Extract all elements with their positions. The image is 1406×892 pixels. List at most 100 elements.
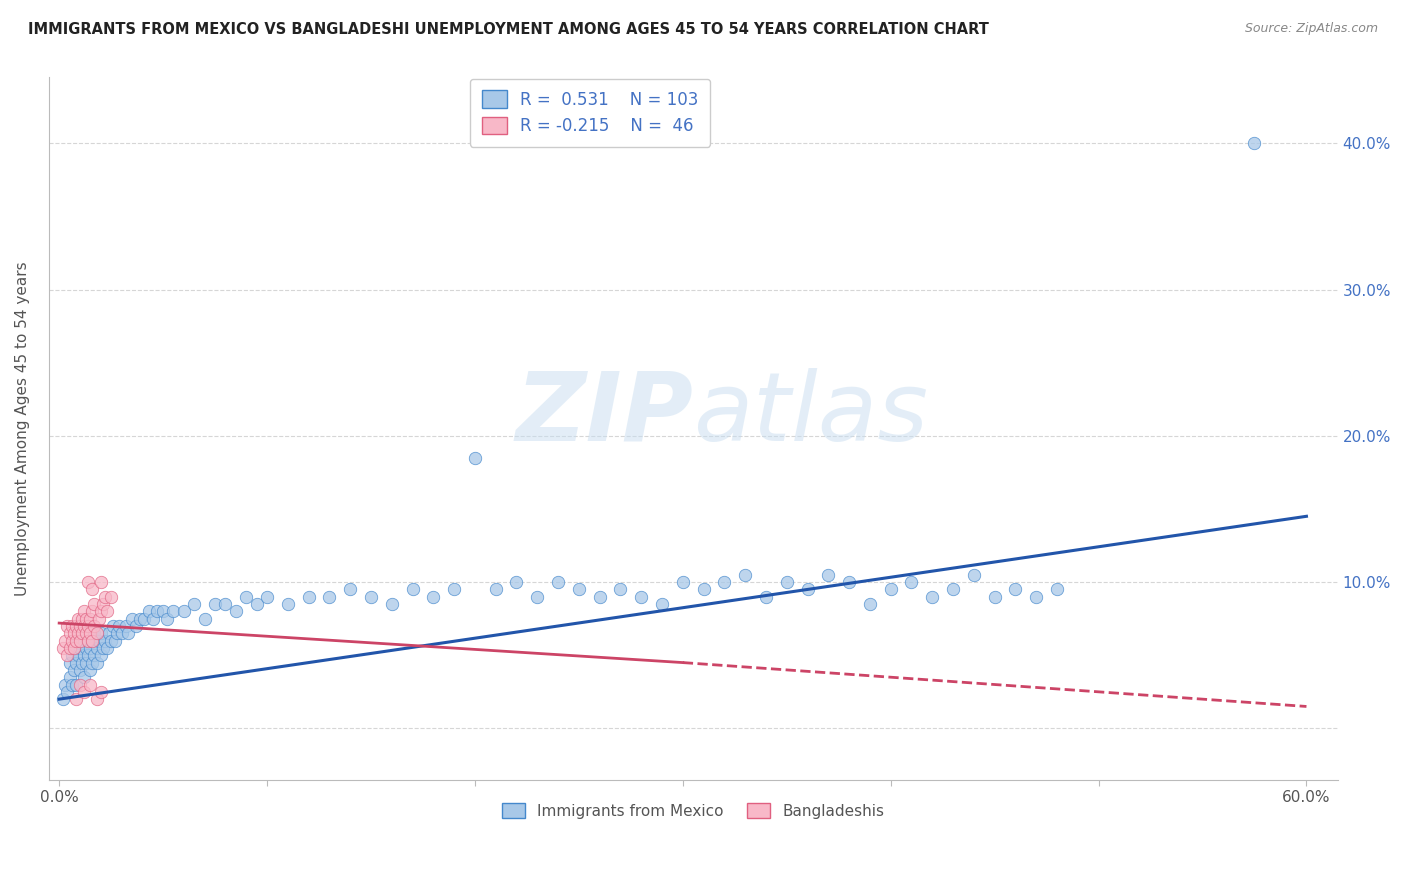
Point — [70, 656, 93, 670]
Y-axis label: Unemployment Among Ages 45 to 54 years: Unemployment Among Ages 45 to 54 years — [15, 261, 30, 596]
Point — [60, 648, 83, 663]
Point — [83, 626, 105, 640]
Point — [65, 633, 87, 648]
Text: IMMIGRANTS FROM MEXICO VS BANGLADESHI UNEMPLOYMENT AMONG AGES 45 TO 54 YEARS COR: IMMIGRANTS FROM MEXICO VS BANGLADESHI UN… — [28, 22, 988, 37]
Point — [651, 597, 673, 611]
Point — [297, 590, 319, 604]
Point — [60, 619, 83, 633]
Point — [77, 575, 100, 590]
Point — [60, 677, 83, 691]
Point — [65, 692, 87, 706]
Point — [464, 450, 486, 465]
Point — [110, 626, 132, 640]
Point — [75, 612, 97, 626]
Point — [630, 590, 652, 604]
Point — [56, 619, 79, 633]
Point — [152, 604, 174, 618]
Point — [1243, 136, 1265, 151]
Point — [204, 597, 226, 611]
Point — [713, 575, 735, 590]
Point — [66, 633, 89, 648]
Point — [117, 626, 139, 640]
Point — [91, 597, 114, 611]
Point — [69, 640, 91, 655]
Point — [859, 597, 882, 611]
Point — [105, 626, 128, 640]
Point — [921, 590, 943, 604]
Point — [1025, 590, 1047, 604]
Point — [277, 597, 299, 611]
Point — [146, 604, 169, 618]
Point — [69, 619, 91, 633]
Point — [77, 633, 100, 648]
Point — [755, 590, 778, 604]
Point — [79, 612, 101, 626]
Point — [692, 582, 714, 597]
Point — [142, 612, 165, 626]
Point — [183, 597, 205, 611]
Point — [98, 626, 121, 640]
Point — [225, 604, 247, 618]
Point — [401, 582, 423, 597]
Point — [58, 640, 80, 655]
Point — [103, 619, 125, 633]
Point — [90, 685, 112, 699]
Point — [86, 656, 108, 670]
Point — [73, 604, 96, 618]
Point — [87, 633, 110, 648]
Point — [83, 619, 105, 633]
Point — [96, 604, 118, 618]
Point — [79, 663, 101, 677]
Point — [817, 567, 839, 582]
Point — [62, 640, 84, 655]
Point — [66, 626, 89, 640]
Point — [547, 575, 569, 590]
Point — [73, 685, 96, 699]
Point — [734, 567, 756, 582]
Point — [62, 640, 84, 655]
Point — [246, 597, 269, 611]
Point — [381, 597, 404, 611]
Point — [69, 663, 91, 677]
Point — [56, 685, 79, 699]
Point — [90, 575, 112, 590]
Point — [60, 633, 83, 648]
Text: ZIP: ZIP — [516, 368, 693, 461]
Point — [121, 612, 143, 626]
Point — [75, 656, 97, 670]
Point — [86, 626, 108, 640]
Point — [69, 677, 91, 691]
Point — [65, 656, 87, 670]
Point — [77, 633, 100, 648]
Point — [65, 619, 87, 633]
Point — [66, 612, 89, 626]
Point — [87, 612, 110, 626]
Point — [94, 633, 117, 648]
Point — [90, 626, 112, 640]
Point — [79, 626, 101, 640]
Point — [485, 582, 508, 597]
Point — [125, 619, 148, 633]
Point — [75, 626, 97, 640]
Point — [235, 590, 257, 604]
Point — [94, 590, 117, 604]
Point — [55, 633, 77, 648]
Point — [62, 663, 84, 677]
Point — [55, 677, 77, 691]
Point — [983, 590, 1005, 604]
Point — [104, 633, 127, 648]
Point — [568, 582, 591, 597]
Point — [73, 619, 96, 633]
Point — [79, 640, 101, 655]
Point — [108, 619, 131, 633]
Point — [70, 626, 93, 640]
Point — [422, 590, 444, 604]
Point — [879, 582, 901, 597]
Point — [1046, 582, 1069, 597]
Point — [526, 590, 548, 604]
Point — [69, 633, 91, 648]
Point — [588, 590, 610, 604]
Point — [256, 590, 278, 604]
Point — [82, 633, 104, 648]
Point — [58, 670, 80, 684]
